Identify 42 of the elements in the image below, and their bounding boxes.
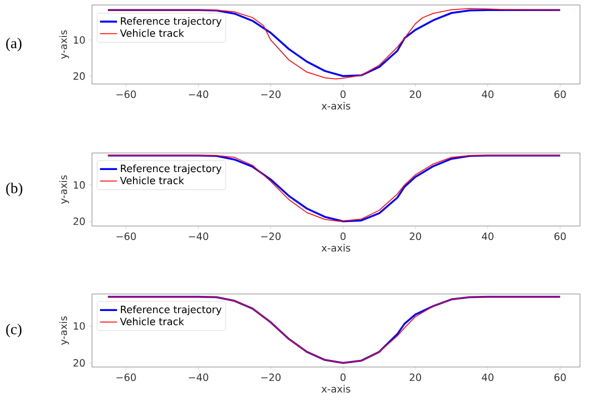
x-tick-label: 60: [554, 374, 566, 382]
x-tick-label: −60: [116, 232, 136, 240]
legend-label: Vehicle track: [120, 176, 184, 184]
x-tick-label: −40: [188, 374, 208, 382]
x-tick-label: −60: [116, 90, 136, 98]
text: (c): [6, 324, 22, 338]
x-tick-label: 0: [340, 90, 346, 98]
x-tick-label: 20: [410, 232, 422, 240]
legend-label: Reference trajectory: [120, 305, 222, 316]
legend-label: Vehicle track: [120, 29, 184, 37]
y-tick-label: 10: [74, 181, 85, 189]
y-axis-title: y-axis: [59, 316, 69, 345]
x-tick-label: −20: [261, 90, 281, 98]
legend-label: Reference trajectory: [120, 17, 222, 27]
x-tick-label: 20: [410, 374, 422, 382]
x-tick-label: 40: [482, 374, 494, 382]
x-tick-label: 0: [340, 374, 346, 382]
legend-label: Vehicle track: [120, 318, 184, 326]
x-axis-title: x-axis: [322, 102, 350, 110]
text: (b): [6, 182, 22, 196]
y-tick-label: 20: [74, 72, 85, 80]
y-tick-label: 10: [74, 36, 85, 44]
x-axis-title: x-axis: [322, 384, 350, 393]
legend-label: Reference trajectory: [120, 164, 222, 174]
x-tick-label: −20: [261, 232, 281, 240]
x-axis-title: x-axis: [322, 244, 350, 252]
x-tick-label: 0: [340, 232, 346, 240]
y-tick-label: 20: [74, 359, 85, 367]
x-tick-label: 40: [482, 232, 494, 240]
x-tick-label: 40: [482, 90, 494, 98]
x-tick-label: −60: [116, 374, 136, 382]
x-tick-label: 20: [410, 90, 422, 98]
y-tick-label: 20: [74, 218, 85, 226]
y-tick-label: 10: [74, 322, 85, 330]
y-axis-title: y-axis: [59, 175, 69, 204]
x-tick-label: 60: [554, 90, 566, 98]
y-axis-title: y-axis: [59, 30, 69, 59]
x-tick-label: −40: [188, 232, 208, 240]
text: (a): [6, 38, 22, 52]
x-tick-label: 60: [554, 232, 566, 240]
x-tick-label: −20: [261, 374, 281, 382]
x-tick-label: −40: [188, 90, 208, 98]
